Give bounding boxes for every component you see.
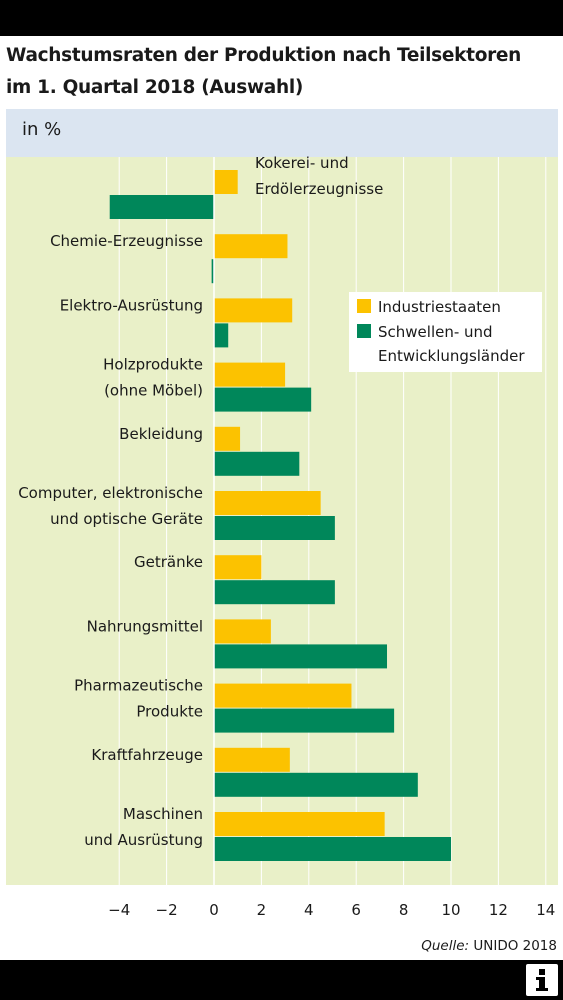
category-label-7-0: Nahrungsmittel (87, 617, 203, 635)
info-icon (536, 969, 548, 991)
category-label-8-1: Produkte (136, 703, 203, 721)
unit-label: in % (22, 119, 62, 140)
category-label-5-0: Computer, elektronische (18, 484, 203, 502)
bar-schwellen-0 (109, 195, 214, 219)
x-tick-label-6: 8 (399, 901, 409, 919)
source-note: Quelle: UNIDO 2018 (421, 938, 557, 954)
legend-box (349, 292, 542, 372)
source-prefix: Quelle: (421, 938, 470, 954)
legend-label-schwellen-1: Schwellen- und (378, 323, 493, 341)
category-label-1-0: Chemie-Erzeugnisse (50, 232, 203, 250)
bar-industriestaaten-9 (214, 747, 290, 772)
category-label-8-0: Pharmazeutische (74, 677, 203, 695)
category-label-10-1: und Ausrüstung (84, 831, 203, 849)
chart-title-line-1: Wachstumsraten der Produktion nach Teils… (6, 45, 522, 66)
bar-schwellen-6 (214, 580, 335, 605)
bar-schwellen-10 (214, 837, 451, 861)
bar-schwellen-8 (214, 708, 395, 733)
category-label-9-0: Kraftfahrzeuge (91, 746, 203, 764)
legend-swatch-industriestaaten (357, 299, 371, 313)
x-tick-label-2: 0 (209, 901, 219, 919)
category-label-3-1: (ohne Möbel) (104, 382, 203, 400)
top-bar (0, 0, 563, 36)
bottom-bar (0, 960, 563, 1000)
bars (109, 170, 451, 861)
category-label-4-0: Bekleidung (119, 425, 203, 443)
bar-industriestaaten-5 (214, 491, 321, 515)
bar-industriestaaten-7 (214, 619, 271, 644)
category-label-10-0: Maschinen (123, 805, 203, 823)
legend-label-schwellen-2: Entwicklungsländer (378, 347, 525, 365)
unit-band (6, 109, 558, 157)
bar-industriestaaten-10 (214, 812, 385, 836)
x-tick-label-4: 4 (304, 901, 314, 919)
bar-industriestaaten-1 (214, 234, 288, 259)
x-tick-label-1: −2 (156, 901, 178, 919)
category-label-0-0: Kokerei- und (255, 154, 349, 172)
bar-schwellen-2 (214, 323, 229, 348)
bar-schwellen-3 (214, 387, 312, 412)
x-tick-label-7: 10 (441, 901, 460, 919)
category-labels: Kokerei- und Erdölerzeugnisse Chemie-Erzeu… (18, 154, 383, 849)
x-axis-ticks: −4 −2 0 2 4 6 8 10 12 14 (108, 901, 555, 919)
bar-schwellen-7 (214, 644, 388, 669)
x-tick-label-9: 14 (536, 901, 555, 919)
bar-industriestaaten-6 (214, 555, 262, 580)
chart-title-line-2: im 1. Quartal 2018 (Auswahl) (6, 77, 304, 98)
x-tick-label-0: −4 (108, 901, 130, 919)
chart-title: Wachstumsraten der Produktion nach Teils… (6, 40, 556, 104)
category-label-6-0: Getränke (134, 553, 203, 571)
bar-schwellen-1 (211, 259, 214, 284)
legend-swatch-schwellen (357, 324, 371, 338)
info-button[interactable] (526, 964, 558, 996)
bar-industriestaaten-3 (214, 362, 286, 387)
x-tick-label-3: 2 (257, 901, 267, 919)
bar-industriestaaten-0 (214, 170, 238, 194)
bar-industriestaaten-2 (214, 298, 293, 323)
category-label-5-1: und optische Geräte (50, 510, 203, 528)
source-name: UNIDO 2018 (473, 938, 557, 954)
category-label-2-0: Elektro-Ausrüstung (60, 296, 203, 314)
category-label-3-0: Holzprodukte (103, 356, 203, 374)
bar-industriestaaten-4 (214, 426, 241, 451)
x-tick-label-8: 12 (489, 901, 508, 919)
x-tick-label-5: 6 (351, 901, 361, 919)
bar-schwellen-4 (214, 451, 300, 476)
legend-label-industriestaaten: Industriestaaten (378, 298, 501, 316)
bar-schwellen-9 (214, 772, 418, 797)
category-label-0-1: Erdölerzeugnisse (255, 180, 383, 198)
bar-industriestaaten-8 (214, 683, 352, 708)
bar-schwellen-5 (214, 516, 335, 540)
legend: Industriestaaten Schwellen- und Entwicklun… (349, 292, 542, 372)
